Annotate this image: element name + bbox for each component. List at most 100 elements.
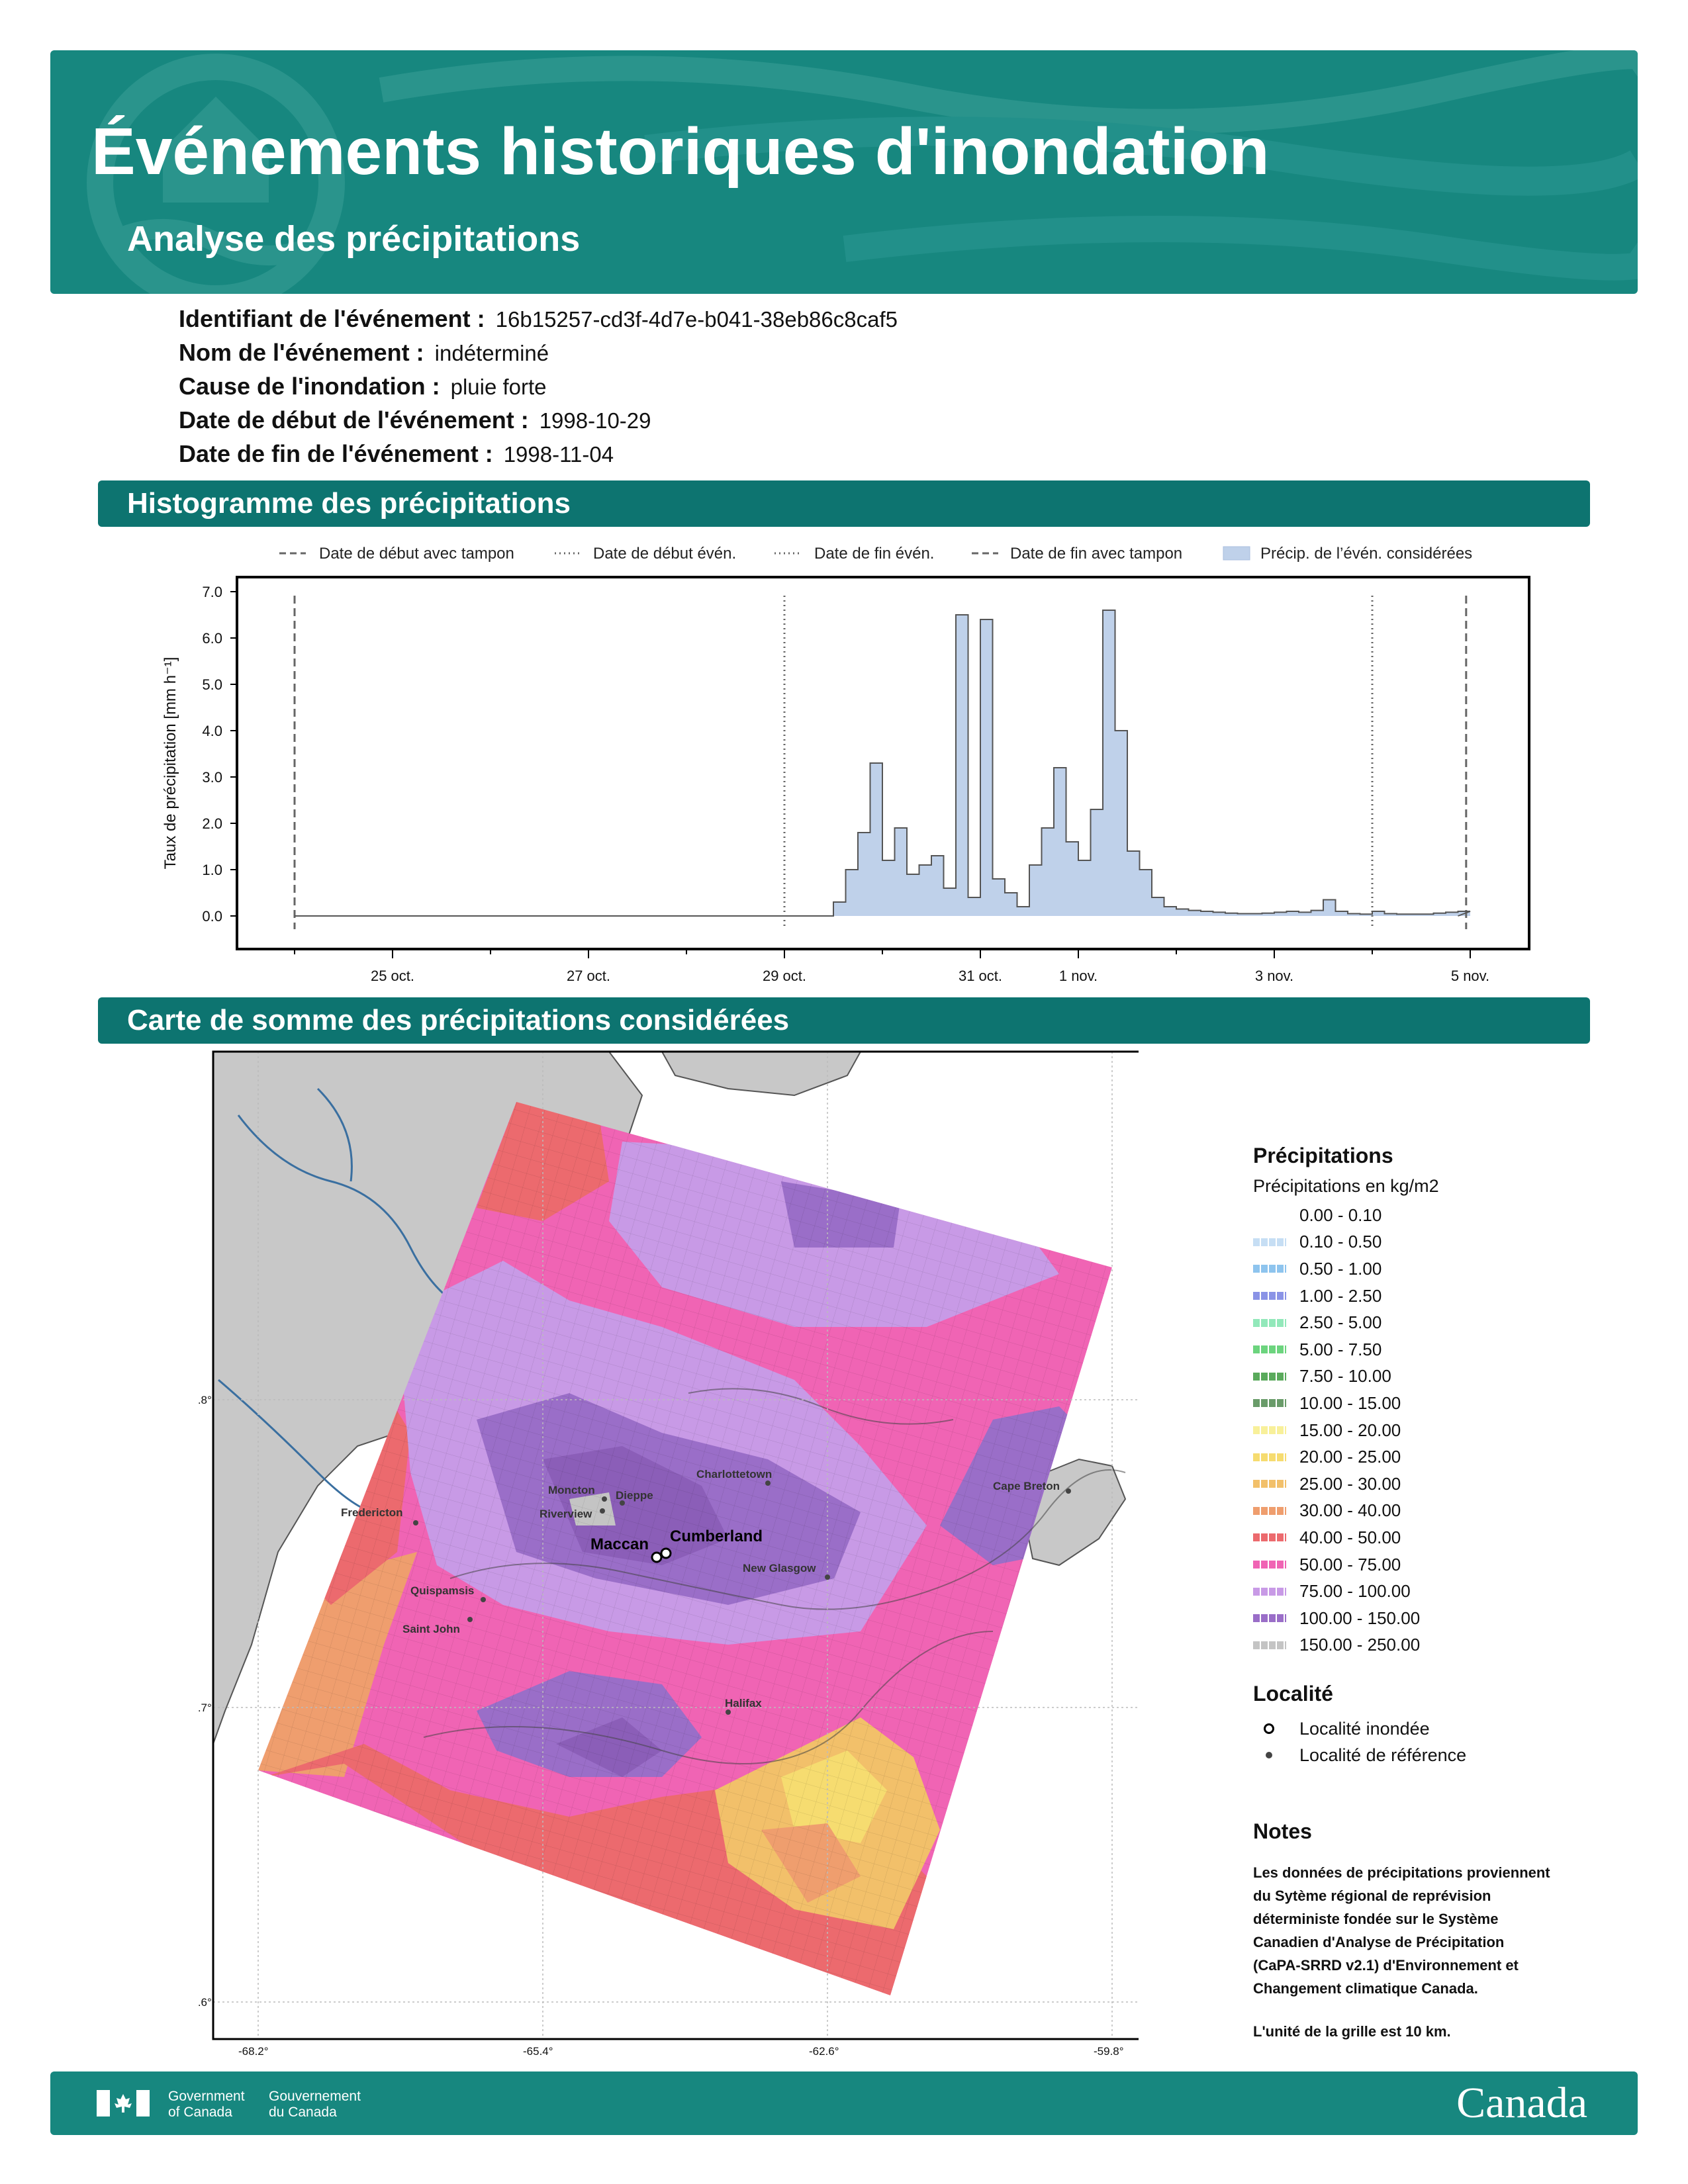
histogram-bar (956, 615, 968, 916)
legend-event-start-text: Date de début évén. (593, 545, 736, 563)
graticule (213, 1052, 1139, 2039)
page-header: Événements historiques d'inondation Anal… (50, 50, 1638, 294)
legend-class-row: 150.00 - 250.00 (1253, 1632, 1439, 1659)
legend-buffer-start-text: Date de début avec tampon (319, 545, 514, 563)
legend-class-swatch (1253, 1265, 1286, 1273)
x-tick-label: 3 nov. (1255, 968, 1293, 984)
place-riverview: Riverview (539, 1508, 592, 1520)
histogram-bar (1409, 914, 1421, 916)
histogram-bar (1421, 914, 1434, 916)
precipitation-histogram: Date de début avec tampon Date de début … (162, 545, 1530, 984)
legend-considered-swatch (1223, 546, 1250, 561)
event-start-row: Date de début de l'événement : 1998-10-2… (179, 403, 898, 437)
histogram-bar (1274, 912, 1287, 916)
y-axis: 0.0 1.0 2.0 3.0 4.0 5.0 6.0 7.0 (202, 584, 237, 925)
legend-class-swatch (1253, 1453, 1286, 1461)
event-cause-label: Cause de l'inondation : (179, 373, 440, 400)
header-decoration (87, 50, 1638, 294)
legend-class-label: 7.50 - 10.00 (1299, 1366, 1391, 1387)
flooded-marker-maccan (651, 1551, 663, 1563)
canada-wordmark: Canada (1456, 2079, 1587, 2127)
histogram-bar (1188, 910, 1201, 916)
legend-class-row: 2.50 - 5.00 (1253, 1309, 1439, 1336)
notes-title: Notes (1253, 1819, 1312, 1843)
place-cape-breton: Cape Breton (993, 1480, 1060, 1492)
legend-class-swatch (1253, 1318, 1286, 1327)
legend-class-label: 20.00 - 25.00 (1299, 1447, 1401, 1467)
histogram-bar (1311, 910, 1323, 916)
legend-class-row: 15.00 - 20.00 (1253, 1417, 1439, 1444)
legend-reference-text: Localité de référence (1299, 1745, 1467, 1765)
legend-class-label: 40.00 - 50.00 (1299, 1527, 1401, 1547)
legend-reference-row: Localité de référence (1253, 1742, 1466, 1768)
legend-class-row: 5.00 - 7.50 (1253, 1336, 1439, 1363)
event-name-label: Nom de l'événement : (179, 339, 424, 366)
legend-class-label: 5.00 - 7.50 (1299, 1339, 1382, 1359)
y-tick-label: 4.0 (202, 723, 222, 739)
notes-line: (CaPA-SRRD v2.1) d'Environnement et (1253, 1957, 1519, 1974)
flooded-locality-icon (1264, 1723, 1274, 1734)
gov-fr-line1: Gouvernement (269, 2089, 361, 2104)
notes-line: Canadien d'Analyse de Précipitation (1253, 1934, 1505, 1950)
place-maccan: Maccan (590, 1535, 649, 1553)
map-section-title: Carte de somme des précipitations consid… (98, 997, 1590, 1044)
notes-line: Changement climatique Canada. (1253, 1980, 1478, 1997)
histogram-bar (882, 860, 895, 916)
place-moncton: Moncton (548, 1484, 595, 1496)
event-id-value: 16b15257-cd3f-4d7e-b041-38eb86c8caf5 (495, 307, 898, 332)
legend-class-row: 40.00 - 50.00 (1253, 1524, 1439, 1551)
legend-class-label: 1.00 - 2.50 (1299, 1285, 1382, 1306)
place-charlottetown: Charlottetown (696, 1468, 772, 1480)
y-tick-label: 3.0 (202, 769, 222, 786)
x-tick-label: 5 nov. (1451, 968, 1489, 984)
histogram-bar (1225, 913, 1238, 916)
event-start-label: Date de début de l'événement : (179, 406, 529, 433)
precip-legend-classes: 0.00 - 0.10 0.10 - 0.50 0.50 - 1.00 1.00 - … (1253, 1202, 1439, 1659)
x-tick-label: 1 nov. (1059, 968, 1098, 984)
x-axis: 25 oct. 27 oct. 29 oct. 31 oct. 1 nov. 3 nov.… (294, 949, 1489, 984)
legend-class-swatch (1253, 1506, 1286, 1515)
legend-class-label: 10.00 - 15.00 (1299, 1392, 1401, 1413)
coastline-pei (688, 1388, 954, 1425)
legend-class-row: 50.00 - 75.00 (1253, 1551, 1439, 1578)
x-tick-label: 25 oct. (371, 968, 414, 984)
histogram-bar (1176, 909, 1189, 916)
precipitation-map: Moncton Dieppe Riverview Charlottetown C… (199, 1050, 1139, 2040)
precip-legend-title: Précipitations (1253, 1144, 1393, 1167)
legend-class-row: 0.50 - 1.00 (1253, 1255, 1439, 1283)
river (237, 1115, 477, 1315)
map-frame (212, 1050, 1139, 2040)
histogram-bar (931, 856, 944, 916)
locality-legend: Localité Localité inondée Localité de ré… (1253, 1682, 1466, 1768)
y-tick-label: 5.0 (202, 676, 222, 693)
place-new-glasgow: New Glasgow (743, 1562, 816, 1574)
legend-class-swatch (1253, 1211, 1286, 1220)
legend-class-row: 0.10 - 0.50 (1253, 1229, 1439, 1256)
legend-considered-text: Précip. de l’évén. considérées (1260, 545, 1472, 563)
x-tick-label: 27 oct. (567, 968, 610, 984)
legend-class-label: 50.00 - 75.00 (1299, 1554, 1401, 1574)
legend-class-swatch (1253, 1641, 1286, 1649)
coastline (423, 1631, 994, 1764)
lon-label: -59.8° (1094, 2045, 1124, 2058)
histogram-bar (1152, 897, 1164, 916)
histogram-bar (1017, 907, 1029, 916)
map-section-label: Carte de somme des précipitations consid… (127, 1004, 790, 1036)
notes-line: déterministe fondée sur le Système (1253, 1911, 1499, 1927)
coastline (449, 1469, 1126, 1610)
notes-text: Les données de précipitations proviennen… (1253, 1861, 1624, 2000)
event-end-row: Date de fin de l'événement : 1998-11-04 (179, 437, 898, 471)
legend-class-row: 20.00 - 25.00 (1253, 1443, 1439, 1471)
histogram-legend: Date de début avec tampon Date de début … (279, 545, 1472, 563)
legend-class-label: 30.00 - 40.00 (1299, 1500, 1401, 1521)
histogram-bar (1090, 809, 1103, 916)
legend-class-swatch (1253, 1372, 1286, 1381)
histogram-bar (1348, 913, 1360, 916)
gov-en-line2: of Canada (168, 2105, 232, 2120)
event-id-row: Identifiant de l'événement : 16b15257-cd… (179, 302, 898, 336)
place-halifax: Halifax (725, 1697, 762, 1709)
legend-class-label: 100.00 - 150.00 (1299, 1608, 1421, 1628)
page-footer: Government of Canada Gouvernement du Can… (50, 2071, 1638, 2135)
histogram-bar (1029, 865, 1042, 916)
place-fredericton: Fredericton (341, 1506, 403, 1519)
